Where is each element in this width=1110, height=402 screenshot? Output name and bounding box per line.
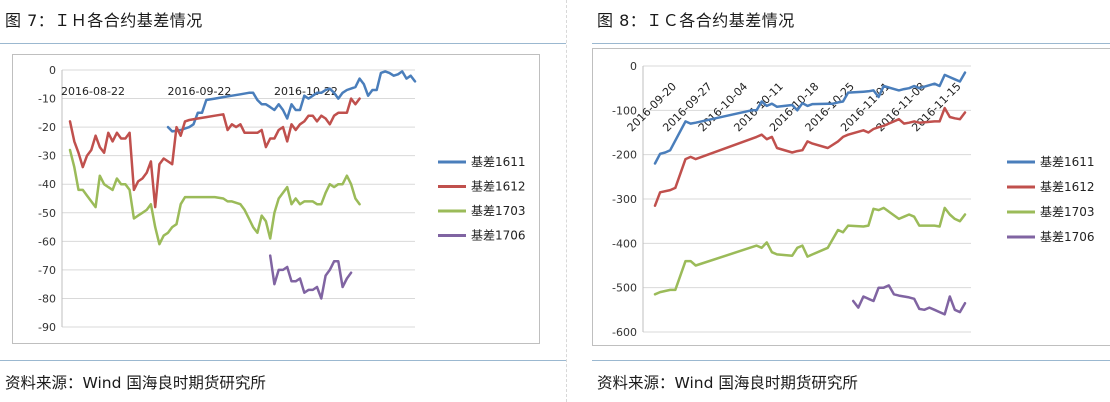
chart-ih: 0 -10 -20 -30 -40 -50 -60 -70 -80 -90 2016-08-22 20… <box>38 64 526 334</box>
y-tick-label: -60 <box>38 235 56 248</box>
legend-label: 基差1611 <box>471 155 526 169</box>
y-tick-label: -300 <box>612 193 637 206</box>
series-line-2 <box>68 97 361 209</box>
figure-title-ih: 图 7：ＩＨ各合约基差情况 <box>5 11 203 30</box>
y-tick-label: -10 <box>38 93 56 106</box>
y-tick-label: -50 <box>38 207 56 220</box>
y-tick-label: -400 <box>612 237 637 250</box>
y-tick-label: -40 <box>38 178 56 191</box>
y-tick-label: -100 <box>612 104 637 117</box>
y-tick-label: -600 <box>612 326 637 339</box>
legend-label: 基差1612 <box>1040 180 1095 194</box>
y-tick-label: -20 <box>38 121 56 134</box>
x-tick-label: 2016-09-22 <box>168 85 232 98</box>
y-tick-label: -90 <box>38 321 56 334</box>
series-line-3 <box>68 148 361 246</box>
legend-label: 基差1612 <box>471 180 526 194</box>
legend-label: 基差1703 <box>471 204 526 218</box>
bottom-rule-left <box>0 360 566 361</box>
y-tick-label: -200 <box>612 149 637 162</box>
source-note-right: 资料来源：Wind 国海良时期货研究所 <box>597 374 858 392</box>
legend-label: 基差1611 <box>1040 155 1095 169</box>
legend-label: 基差1706 <box>1040 230 1095 244</box>
chart-ih-frame: 0 -10 -20 -30 -40 -50 -60 -70 -80 -90 2016-08-22 20… <box>12 54 540 344</box>
top-rule-left <box>0 43 566 44</box>
y-tick-label: -70 <box>38 264 56 277</box>
x-tick-label: 2016-10-22 <box>274 85 338 98</box>
figure-ic-panel: 图 8：ＩＣ各合约基差情况 0 -100 -200 -300 -400 -500 -600 2… <box>592 0 1110 402</box>
series-line-4 <box>851 284 967 316</box>
series-line-3 <box>653 206 967 296</box>
legend-label: 基差1706 <box>471 229 526 243</box>
top-rule-right <box>592 43 1110 44</box>
y-tick-label: 0 <box>49 64 56 77</box>
legend-label: 基差1703 <box>1040 205 1095 219</box>
figure-title-ic: 图 8：ＩＣ各合约基差情况 <box>597 11 795 30</box>
figure-ih-panel: 图 7：ＩＨ各合约基差情况 0 -10 -20 -30 -40 -50 -60 -70 -80 -… <box>0 11 566 392</box>
y-tick-label: -30 <box>38 150 56 163</box>
y-tick-label: -500 <box>612 282 637 295</box>
chart-ic-frame: 0 -100 -200 -300 -400 -500 -600 2016-09-20 2016-… <box>592 48 1110 346</box>
y-tick-label: 0 <box>630 60 637 73</box>
source-note-left: 资料来源：Wind 国海良时期货研究所 <box>5 374 266 392</box>
series-line-4 <box>268 254 353 300</box>
chart-ic: 0-100-200-300-400-500-6002016-09-202016-… <box>612 60 1095 339</box>
series-line-1 <box>653 71 967 165</box>
series-line-1 <box>166 70 417 133</box>
y-tick-label: -80 <box>38 292 56 305</box>
bottom-rule-right <box>592 360 1110 361</box>
panel-divider <box>566 0 593 402</box>
x-tick-label: 2016-08-22 <box>61 85 125 98</box>
series-line-2 <box>653 106 967 207</box>
